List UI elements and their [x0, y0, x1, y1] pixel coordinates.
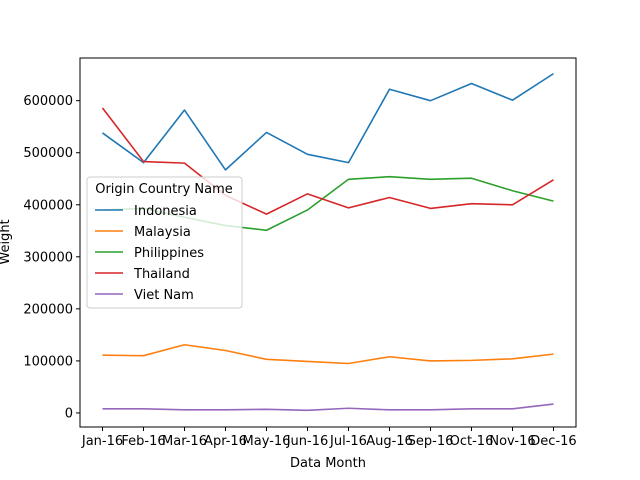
y-tick-label: 400000: [23, 198, 73, 213]
legend-label-philippines: Philippines: [134, 246, 204, 261]
x-tick-label: Mar-16: [162, 434, 207, 449]
plot-frame: [79, 57, 577, 428]
legend-label-thailand: Thailand: [133, 267, 190, 282]
legend-title: Origin Country Name: [95, 182, 233, 197]
legend: Origin Country Name Indonesia Malaysia Phi…: [86, 176, 243, 309]
x-tick-label: Jun-16: [286, 434, 329, 449]
y-axis-label: Weight: [0, 219, 13, 264]
legend-box: [86, 176, 243, 309]
x-tick-label: May-16: [243, 434, 291, 449]
legend-label-indonesia: Indonesia: [134, 204, 197, 219]
legend-label-viet-nam: Viet Nam: [134, 288, 194, 303]
y-tick-label: 0: [65, 406, 73, 421]
x-axis-label: Data Month: [290, 456, 366, 471]
y-tick-label: 200000: [23, 302, 73, 317]
legend-label-malaysia: Malaysia: [134, 225, 191, 240]
y-tick-label: 300000: [23, 250, 73, 265]
x-tick-label: Jul-16: [329, 434, 367, 449]
series-line-viet-nam: [102, 403, 554, 412]
x-tick-label: Jan-16: [81, 434, 123, 449]
y-tick-label: 500000: [23, 146, 73, 161]
x-tick-label: Apr-16: [204, 434, 247, 449]
legend-entries: Indonesia Malaysia Philippines Thailand Viet…: [95, 204, 204, 303]
y-tick-label: 600000: [23, 94, 73, 109]
series-line-indonesia: [102, 72, 554, 171]
series-line-malaysia: [102, 343, 554, 365]
x-tick-label: Oct-16: [450, 434, 494, 449]
x-tick-label: Nov-16: [489, 434, 535, 449]
x-tick-label: Sep-16: [408, 434, 454, 449]
y-tick-label: 100000: [23, 354, 73, 369]
x-tick-label: Dec-16: [530, 434, 576, 449]
x-tick-label: Aug-16: [366, 434, 413, 449]
series-line-thailand: [101, 107, 554, 215]
x-tick-label: Feb-16: [121, 434, 165, 449]
